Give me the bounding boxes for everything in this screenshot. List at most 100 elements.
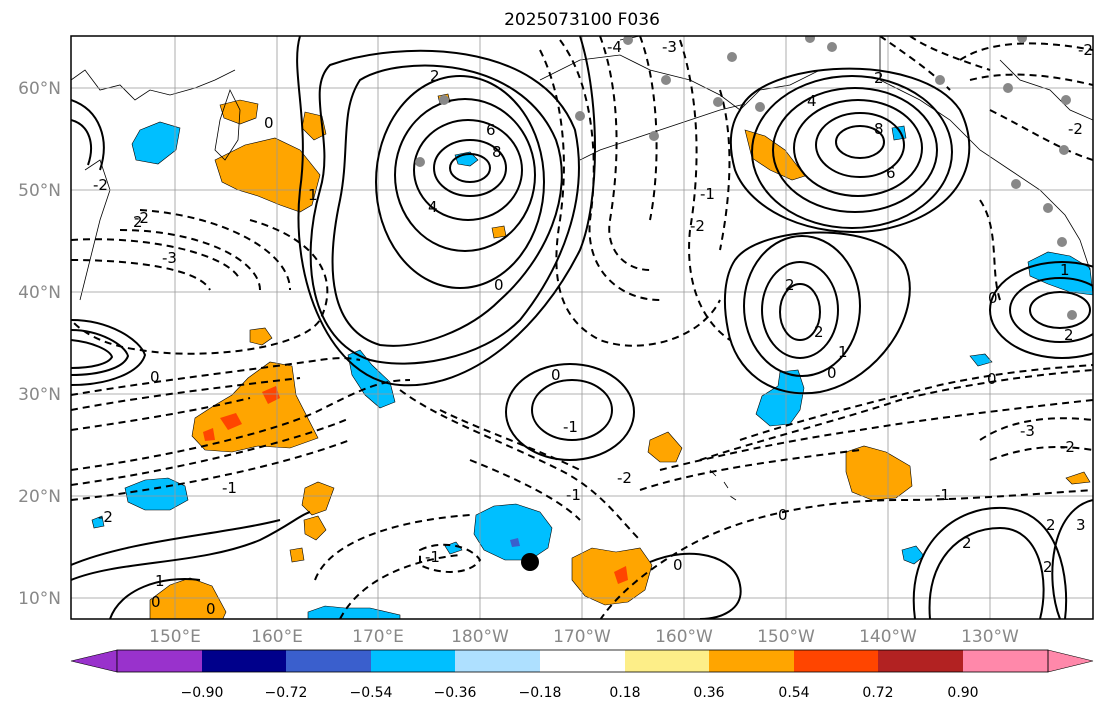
contour-label: 2	[785, 276, 795, 294]
shade-orange-12	[571, 547, 653, 606]
colorbar-tick-label: −0.90	[181, 685, 224, 701]
colorbar-segment	[371, 650, 455, 672]
contour-label: 8	[492, 143, 502, 161]
lat-label: 30°N	[18, 385, 61, 405]
contour-label: 2	[814, 323, 824, 341]
contour-label: 1	[838, 343, 848, 361]
contour-label: -3	[162, 249, 177, 267]
colorbar-tick-label: −0.36	[434, 685, 477, 701]
contour-label: 0	[551, 366, 561, 384]
contour-label: 0	[778, 506, 788, 524]
colorbar-segment	[794, 650, 878, 672]
colorbar-segment	[625, 650, 709, 672]
shade-blue-1	[131, 121, 181, 165]
colorbar-segment	[540, 650, 625, 672]
shade-blue-2	[347, 349, 396, 409]
colorbar-segment	[286, 650, 371, 672]
contour-label: -2	[93, 176, 108, 194]
shade-red-4	[614, 566, 628, 584]
lon-label: 130°W	[961, 627, 1019, 647]
contour-label: 3	[1076, 516, 1086, 534]
colorbar: −0.90 −0.72 −0.54 −0.36 −0.18 0.18 0.36 …	[70, 649, 1094, 701]
colorbar-extend-min	[70, 649, 118, 673]
colorbar-outline	[116, 649, 1049, 673]
contour-label: -1	[222, 479, 237, 497]
shade-orange-14	[744, 129, 806, 181]
contour-label: -1	[563, 418, 578, 436]
colorbar-tick-label: 0.54	[778, 685, 809, 701]
storm-center-marker	[521, 553, 539, 571]
map-panel: -4 -3 -2 -1 0 1 2 4 6 8 -2 -1 0 1 2 0 -1…	[70, 35, 1094, 620]
shade-blue-10	[755, 369, 805, 427]
contour-label: 0	[987, 370, 997, 388]
colorbar-extend-max	[1047, 649, 1094, 673]
colorbar-segment	[878, 650, 963, 672]
lat-label: 60°N	[18, 79, 61, 99]
lat-label: 40°N	[18, 283, 61, 303]
contour-label: 2	[874, 69, 884, 87]
colorbar-tick-label: −0.72	[265, 685, 308, 701]
shade-blue-7	[510, 538, 520, 547]
lon-axis: 150°E 160°E 170°E 180°W 170°W 160°W 150°…	[149, 627, 1019, 647]
contour-label: -2	[690, 217, 705, 235]
map-frame	[70, 35, 1094, 620]
contour-label: -2	[617, 469, 632, 487]
lon-label: 180°W	[451, 627, 509, 647]
contour-label: 0	[150, 368, 160, 386]
colorbar-tick-label: 0.18	[609, 685, 640, 701]
shade-blue-14	[901, 545, 925, 565]
shade-red-3	[203, 428, 215, 441]
contour-label: -2	[98, 508, 113, 526]
colorbar-segment	[963, 650, 1048, 672]
shade-blue-6	[473, 503, 553, 561]
shade-orange-15	[845, 445, 913, 501]
colorbar-labels: −0.90 −0.72 −0.54 −0.36 −0.18 0.18 0.36 …	[181, 685, 979, 701]
contour-label: 2	[430, 67, 440, 85]
shade-orange-9	[149, 577, 227, 619]
colorbar-segment	[455, 650, 540, 672]
contour-label: -2	[1060, 438, 1075, 456]
contour-label-group: -4 -3 -2 -1 0 1 2 4 6 8 -2 -1 0 1 2 0 -1…	[93, 38, 1093, 618]
contour-label: -1	[935, 486, 950, 504]
shade-orange-2	[219, 99, 259, 125]
shaded-anomalies	[91, 93, 1093, 619]
contour-label: -1	[700, 185, 715, 203]
shade-blue-12	[969, 353, 993, 367]
contour-label: 6	[886, 164, 896, 182]
lat-label: 10°N	[18, 589, 61, 609]
colorbar-tick-label: −0.54	[350, 685, 393, 701]
lon-label: 160°E	[251, 627, 303, 647]
colorbar-segments	[70, 649, 1094, 673]
contour-label: 2	[133, 213, 143, 231]
contour-label: 2	[1064, 326, 1074, 344]
contour-label: 2	[962, 534, 972, 552]
contour-label: 4	[807, 92, 817, 110]
negative-contours	[71, 36, 1093, 619]
contour-label: -3	[1020, 422, 1035, 440]
shade-orange-7	[303, 515, 327, 541]
graticule	[71, 36, 1093, 619]
contour-label: 4	[428, 198, 438, 216]
station-markers	[415, 36, 1077, 320]
contour-label: -2	[134, 209, 149, 227]
colorbar-segment	[202, 650, 286, 672]
colorbar-segment	[709, 650, 794, 672]
colorbar-tick-label: 0.90	[947, 685, 978, 701]
contour-label: 0	[494, 276, 504, 294]
lat-label: 20°N	[18, 487, 61, 507]
lon-label: 160°W	[655, 627, 713, 647]
contour-label: -4	[607, 38, 622, 56]
contour-label: 0	[827, 364, 837, 382]
shade-orange-1	[214, 137, 321, 213]
colorbar-segment	[117, 650, 202, 672]
lon-label: 150°E	[149, 627, 201, 647]
lon-label: 150°W	[757, 627, 815, 647]
contour-label: 1	[308, 186, 318, 204]
shade-orange-8	[289, 547, 305, 563]
contour-label: 1	[155, 572, 165, 590]
shade-orange-13	[647, 431, 683, 463]
shade-red-1	[220, 413, 242, 430]
contour-label: 0	[206, 600, 216, 618]
shade-blue-4	[91, 515, 105, 529]
colorbar-tick-label: 0.72	[862, 685, 893, 701]
